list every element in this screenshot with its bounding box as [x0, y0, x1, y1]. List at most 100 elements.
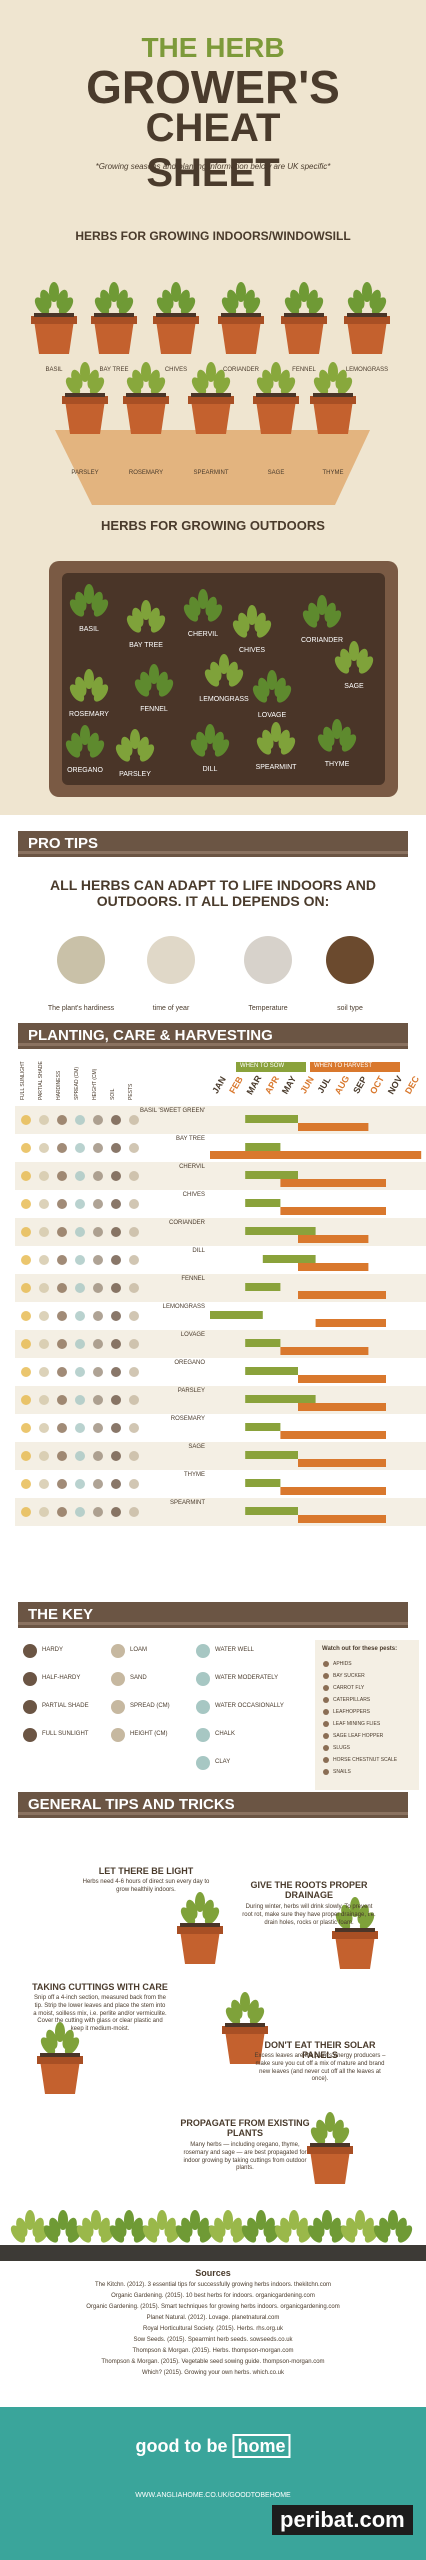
soil	[180, 1923, 220, 1927]
key-label: FULL SUNLIGHT	[42, 1731, 89, 1737]
plant-label: LOVAGE	[257, 712, 287, 719]
bar-harvest	[298, 1123, 369, 1131]
leaf	[140, 671, 152, 691]
leaf	[334, 2127, 350, 2145]
leaf	[65, 740, 81, 758]
pest-icon	[323, 1733, 329, 1739]
care-icon	[111, 1479, 121, 1489]
care-icon	[21, 1479, 31, 1489]
leaf	[247, 2217, 259, 2237]
care-icon	[129, 1395, 139, 1405]
plant-label: CHERVIL	[187, 631, 219, 638]
leaf	[341, 734, 357, 752]
care-icon	[39, 1171, 49, 1181]
tip-text: Many herbs — including oregano, thyme, r…	[183, 2142, 307, 2172]
pot	[225, 2030, 265, 2064]
leaf	[326, 610, 342, 628]
leaf	[223, 2210, 233, 2230]
leaf	[359, 1912, 375, 1930]
care-icon	[75, 1227, 85, 1237]
tip-title: LET THERE BE LIGHT	[98, 1866, 194, 1876]
leaf	[228, 669, 244, 687]
pot	[180, 1930, 220, 1964]
leaf	[221, 297, 237, 315]
legend-label: WHEN TO SOW	[240, 1063, 285, 1069]
source: The Kitchn. (2012). 3 essential tips for…	[94, 2282, 332, 2288]
bar-sow	[245, 1479, 281, 1487]
pot	[347, 320, 387, 354]
leaf	[69, 684, 85, 702]
leaf	[130, 729, 140, 749]
pot-rim	[307, 2146, 353, 2154]
leaf	[340, 2225, 356, 2243]
bar-harvest	[298, 1291, 386, 1299]
column-header: SOIL	[110, 1088, 116, 1100]
care-icon	[129, 1339, 139, 1349]
bar-harvest	[315, 1319, 386, 1327]
leaf	[262, 369, 274, 389]
care-icon	[93, 1395, 103, 1405]
leaf	[149, 664, 159, 684]
leaf	[258, 677, 270, 697]
leaf	[46, 2029, 58, 2049]
tip-title: TAKING CUTTINGS WITH CARE	[32, 1982, 168, 1992]
leaf	[156, 297, 172, 315]
key-label: LOAM	[130, 1647, 148, 1653]
pest-label: SLUGS	[333, 1745, 350, 1751]
care-icon	[129, 1171, 139, 1181]
column-header: PESTS	[128, 1083, 134, 1100]
leaf	[210, 661, 222, 681]
leaf	[64, 2037, 80, 2055]
leaf	[158, 679, 174, 697]
leaf	[256, 737, 272, 755]
care-icon	[57, 1479, 67, 1489]
pot-rim	[31, 316, 77, 324]
leaf	[349, 641, 359, 661]
care-icon	[111, 1311, 121, 1321]
plant-label: CORIANDER	[222, 367, 260, 373]
leaf	[204, 669, 220, 687]
leaf	[335, 1912, 351, 1930]
care-icon	[129, 1115, 139, 1125]
care-icon	[57, 1143, 67, 1153]
source: Which? (2015). Growing your own herbs. w…	[141, 2370, 285, 2376]
leaf	[362, 282, 372, 302]
care-icon	[57, 1283, 67, 1293]
bar-sow	[245, 1451, 298, 1459]
logo-text: home	[232, 2434, 291, 2458]
key-icon	[196, 1728, 210, 1742]
herb-name: LEMONGRASS	[162, 1304, 205, 1310]
care-icon	[21, 1423, 31, 1433]
logo-text: good to be	[135, 2436, 228, 2456]
leaf	[207, 604, 223, 622]
care-icon	[21, 1283, 31, 1293]
leaf	[206, 362, 216, 382]
watermark: peribat.com	[272, 2505, 413, 2535]
plant-label: DILL	[202, 766, 218, 773]
leaf	[181, 2217, 193, 2237]
leaf	[75, 676, 87, 696]
pot-rim	[332, 1931, 378, 1939]
leaf	[115, 744, 131, 762]
leaf	[252, 685, 268, 703]
banner-title: PLANTING, CARE & HARVESTING	[28, 1027, 273, 1044]
leaf	[148, 2217, 160, 2237]
bar-harvest	[280, 1179, 386, 1187]
care-icon	[93, 1479, 103, 1489]
bar-harvest	[210, 1151, 422, 1159]
soil	[191, 393, 231, 397]
care-icon	[129, 1255, 139, 1265]
herb-name: THYME	[184, 1472, 205, 1478]
care-icon	[111, 1423, 121, 1433]
leaf	[334, 656, 350, 674]
leaf	[290, 289, 302, 309]
plant-label: SPEARMINT	[255, 764, 297, 771]
leaf	[115, 2217, 127, 2237]
bar-harvest	[280, 1431, 386, 1439]
leaf	[241, 2225, 257, 2243]
leaf	[317, 595, 327, 615]
care-icon	[39, 1479, 49, 1489]
care-icon	[57, 1311, 67, 1321]
care-icon	[39, 1423, 49, 1433]
pest-label: APHIDS	[333, 1661, 352, 1667]
